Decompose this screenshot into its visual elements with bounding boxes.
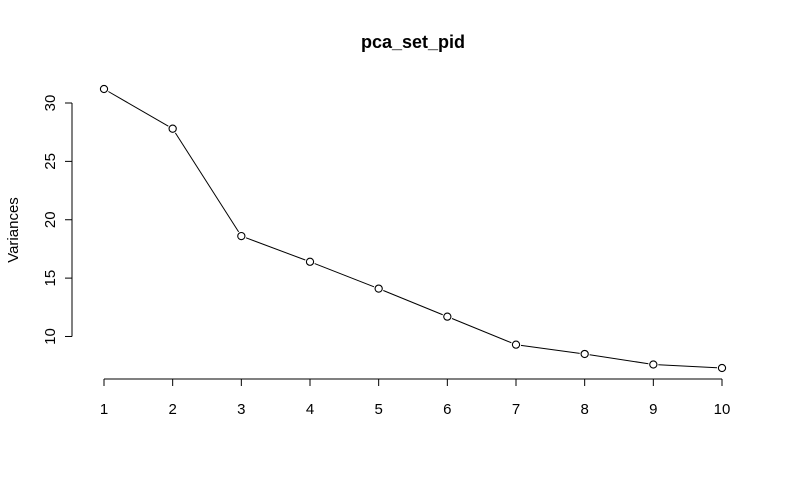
series-line-segment [383, 290, 443, 316]
series-line-segment [174, 132, 240, 233]
x-tick-label: 5 [374, 401, 382, 418]
y-axis: 10 15 20 25 30 [42, 95, 73, 345]
series-line-segment [245, 237, 306, 261]
data-point [717, 363, 727, 373]
x-tick-label: 3 [237, 401, 245, 418]
y-axis-label: Variances [5, 197, 22, 263]
x-tick-label: 7 [512, 401, 520, 418]
x-tick-label: 9 [649, 401, 657, 418]
data-point [649, 360, 658, 369]
chart-title: pca_set_pid [361, 32, 465, 52]
data-point [580, 349, 589, 359]
y-tick-label: 15 [42, 270, 59, 287]
data-point [237, 231, 246, 241]
series-line-segment [658, 364, 718, 369]
y-tick-label: 10 [42, 328, 59, 345]
series-line-segment [314, 263, 375, 288]
series-line-segment [520, 344, 580, 354]
x-tick-label: 10 [714, 401, 731, 418]
x-tick-label: 6 [443, 401, 451, 418]
x-tick-label: 1 [100, 401, 108, 418]
data-point [99, 84, 109, 94]
data-point [305, 257, 315, 266]
series-group [99, 84, 727, 373]
x-tick-label: 2 [168, 401, 176, 418]
x-tick-label: 4 [306, 401, 314, 418]
x-tick-label: 8 [580, 401, 588, 418]
y-tick-label: 20 [42, 211, 59, 228]
data-point [443, 312, 452, 321]
series-line-segment [589, 354, 649, 365]
y-tick-label: 25 [42, 153, 59, 170]
data-point [374, 284, 383, 293]
y-tick-label: 30 [42, 95, 59, 112]
x-axis: 1 2 3 4 5 6 7 8 9 10 [100, 378, 731, 418]
series-line-segment [451, 318, 512, 344]
data-point [511, 340, 521, 349]
data-point [168, 124, 177, 133]
series-line-segment [108, 91, 169, 127]
